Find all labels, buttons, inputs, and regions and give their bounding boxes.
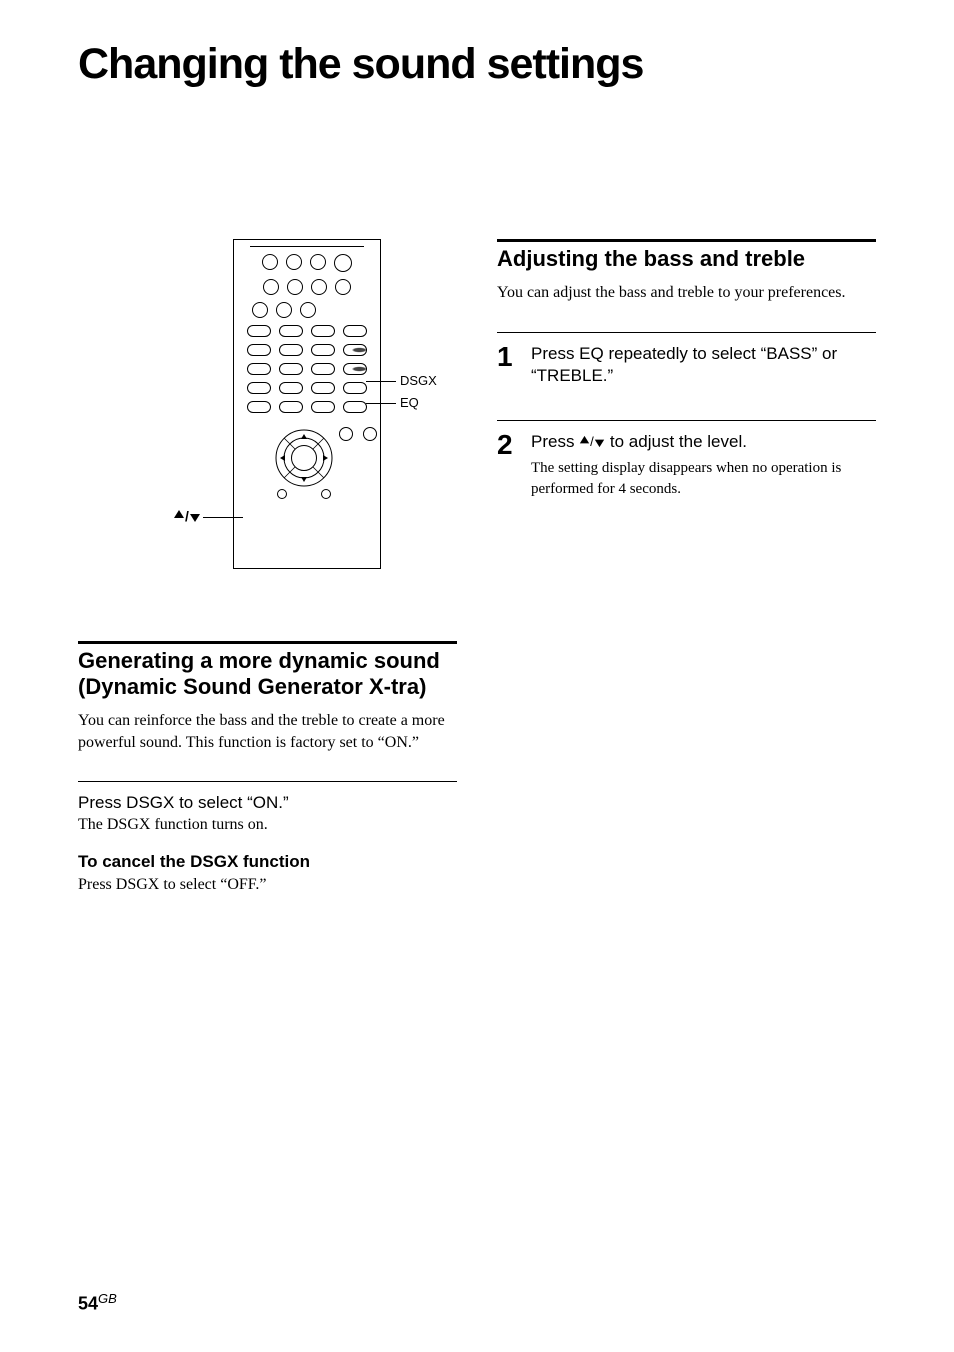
left-column: DSGX EQ / Generating a more dynamic soun… bbox=[78, 239, 457, 895]
content-columns: DSGX EQ / Generating a more dynamic soun… bbox=[78, 239, 876, 895]
updown-icon: / bbox=[579, 432, 605, 451]
step-1-num: 1 bbox=[497, 343, 517, 393]
step-1: 1 Press EQ repeatedly to select “BASS” o… bbox=[497, 343, 876, 393]
dsgx-heading: Generating a more dynamic sound (Dynamic… bbox=[78, 648, 457, 700]
dsgx-action: Press DSGX to select “ON.” bbox=[78, 792, 457, 814]
dsgx-cancel-heading: To cancel the DSGX function bbox=[78, 852, 457, 872]
svg-text:/: / bbox=[590, 435, 594, 450]
callout-updown: / bbox=[174, 507, 200, 524]
page-lang: GB bbox=[98, 1291, 117, 1306]
step-2-num: 2 bbox=[497, 431, 517, 498]
step-2-sub: The setting display disappears when no o… bbox=[531, 458, 876, 499]
remote-body bbox=[233, 239, 381, 569]
page-footer: 54GB bbox=[78, 1291, 117, 1314]
svg-text:/: / bbox=[185, 508, 189, 524]
dsgx-body: You can reinforce the bass and the trebl… bbox=[78, 710, 457, 753]
page-title: Changing the sound settings bbox=[78, 40, 876, 89]
page-number: 54 bbox=[78, 1293, 98, 1313]
step-2: 2 Press / to adjust the level. The setti… bbox=[497, 431, 876, 498]
remote-diagram: DSGX EQ / bbox=[118, 239, 438, 569]
basstreble-body: You can adjust the bass and treble to yo… bbox=[497, 282, 876, 304]
dsgx-cancel-body: Press DSGX to select “OFF.” bbox=[78, 874, 457, 896]
callout-dsgx: DSGX bbox=[400, 373, 437, 388]
right-column: Adjusting the bass and treble You can ad… bbox=[497, 239, 876, 895]
step-1-text: Press EQ repeatedly to select “BASS” or … bbox=[531, 343, 876, 389]
callout-eq: EQ bbox=[400, 395, 419, 410]
dsgx-action-sub: The DSGX function turns on. bbox=[78, 814, 457, 836]
dsgx-section: Generating a more dynamic sound (Dynamic… bbox=[78, 641, 457, 895]
step-2-text: Press / to adjust the level. bbox=[531, 431, 876, 454]
basstreble-heading: Adjusting the bass and treble bbox=[497, 246, 876, 272]
